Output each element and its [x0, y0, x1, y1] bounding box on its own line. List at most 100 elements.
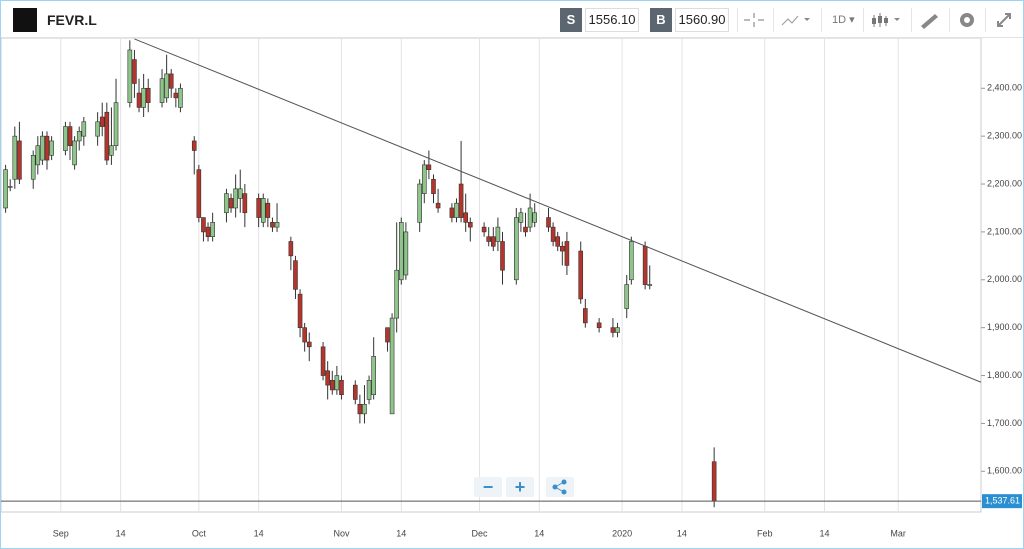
zoom-in-button[interactable]: +	[506, 477, 534, 497]
candle-body	[610, 327, 616, 333]
candle-body	[615, 327, 620, 333]
candle-body	[224, 193, 229, 214]
candle-body	[550, 226, 556, 242]
candle-body	[201, 217, 206, 233]
candle-body	[491, 236, 496, 247]
candle-body	[237, 188, 243, 199]
candle-body	[265, 202, 271, 218]
candle-body	[449, 207, 455, 218]
y-tick-label: 1,700.00	[987, 418, 1022, 428]
candle-body	[173, 92, 179, 99]
candle-body	[270, 222, 275, 228]
x-tick-label: Oct	[192, 528, 207, 538]
settings-button[interactable]	[949, 8, 984, 32]
candle-body	[256, 198, 261, 218]
candle-body	[49, 140, 54, 156]
x-tick-label: 2020	[612, 528, 632, 538]
zoom-out-button[interactable]: −	[474, 477, 502, 497]
sell-price: 1556.10	[585, 8, 639, 32]
candle-body	[274, 222, 280, 228]
candle-body	[191, 140, 197, 151]
candle-body	[458, 183, 464, 218]
last-price-box	[982, 494, 1022, 509]
candle-body	[629, 241, 634, 281]
x-tick-label: 14	[116, 528, 126, 538]
candle-body	[228, 198, 234, 209]
candle-body	[389, 317, 395, 415]
draw-button[interactable]	[911, 8, 948, 32]
candle-body	[514, 217, 519, 281]
candle-body	[481, 226, 487, 233]
candle-body	[523, 226, 528, 233]
candle-body	[30, 155, 36, 180]
candle-body	[260, 198, 266, 223]
symbol: FEVR.L	[47, 12, 97, 28]
x-tick-label: 14	[534, 528, 544, 538]
candle-body	[141, 87, 146, 108]
candle-body	[394, 269, 399, 319]
candle-body	[12, 135, 18, 180]
x-tick-label: Mar	[890, 528, 906, 538]
indicators-button[interactable]	[773, 8, 818, 32]
buy-price: 1560.90	[675, 8, 729, 32]
candle-body	[398, 222, 404, 281]
x-tick-label: Dec	[471, 528, 488, 538]
chart-type-button[interactable]	[863, 8, 908, 32]
x-tick-label: 14	[254, 528, 264, 538]
candle-body	[339, 380, 344, 395]
candle-body	[168, 73, 174, 89]
candle-body	[500, 241, 505, 271]
x-tick-label: Sep	[53, 528, 69, 538]
candle-body	[403, 231, 409, 276]
crosshair-button[interactable]	[737, 8, 770, 32]
candle-body	[159, 78, 165, 103]
candle-body	[495, 226, 501, 242]
candle-body	[306, 341, 312, 348]
candle-body	[642, 245, 648, 285]
candle-body	[527, 207, 533, 228]
candle-body	[233, 188, 238, 209]
candle-body	[329, 380, 335, 391]
candle-body	[463, 212, 468, 223]
candle-body	[95, 121, 100, 137]
y-tick-label: 2,400.00	[987, 83, 1022, 93]
plot-area	[1, 38, 982, 513]
candle-body	[555, 236, 561, 247]
sell-button[interactable]: S	[560, 8, 582, 32]
candle-body	[302, 327, 307, 343]
candle-body	[81, 121, 87, 137]
candle-body	[624, 284, 630, 309]
last-price-label: 1,537.61	[985, 496, 1020, 506]
candle-body	[366, 380, 372, 400]
interval-button[interactable]: 1D ▾	[821, 8, 861, 32]
chart: Sep 14 Oct 14 Nov 14 Dec 14 2020 14 Feb 14 Mar 1,600.…	[1, 38, 1022, 538]
y-tick-label: 2,100.00	[987, 226, 1022, 236]
candle-body	[426, 164, 432, 170]
candle-body	[352, 384, 358, 400]
candle-body	[417, 183, 422, 223]
x-tick-label: Feb	[757, 528, 773, 538]
candle-body	[560, 245, 565, 252]
candle-body	[325, 370, 330, 386]
logo	[13, 8, 37, 32]
y-tick-label: 1,900.00	[987, 322, 1022, 332]
candle-body	[210, 222, 215, 237]
candle-body	[647, 284, 653, 286]
candle-body	[205, 226, 211, 237]
buy-button[interactable]: B	[650, 8, 672, 32]
candle-body	[288, 241, 294, 257]
header: FEVR.L S 1556.10 B 1560.90 1D ▾	[1, 1, 1023, 38]
x-tick-label: 14	[820, 528, 830, 538]
share-button[interactable]	[546, 477, 574, 497]
fullscreen-button[interactable]	[985, 8, 1022, 32]
candle-body	[7, 186, 13, 188]
candle-body	[242, 193, 248, 214]
candle-body	[431, 178, 436, 194]
candle-body	[136, 92, 142, 108]
y-tick-label: 2,000.00	[987, 274, 1022, 284]
candle-body	[178, 87, 183, 108]
candle-body	[435, 202, 441, 209]
candle-body	[486, 236, 491, 242]
candle-body	[76, 131, 82, 142]
candle-body	[72, 140, 77, 166]
